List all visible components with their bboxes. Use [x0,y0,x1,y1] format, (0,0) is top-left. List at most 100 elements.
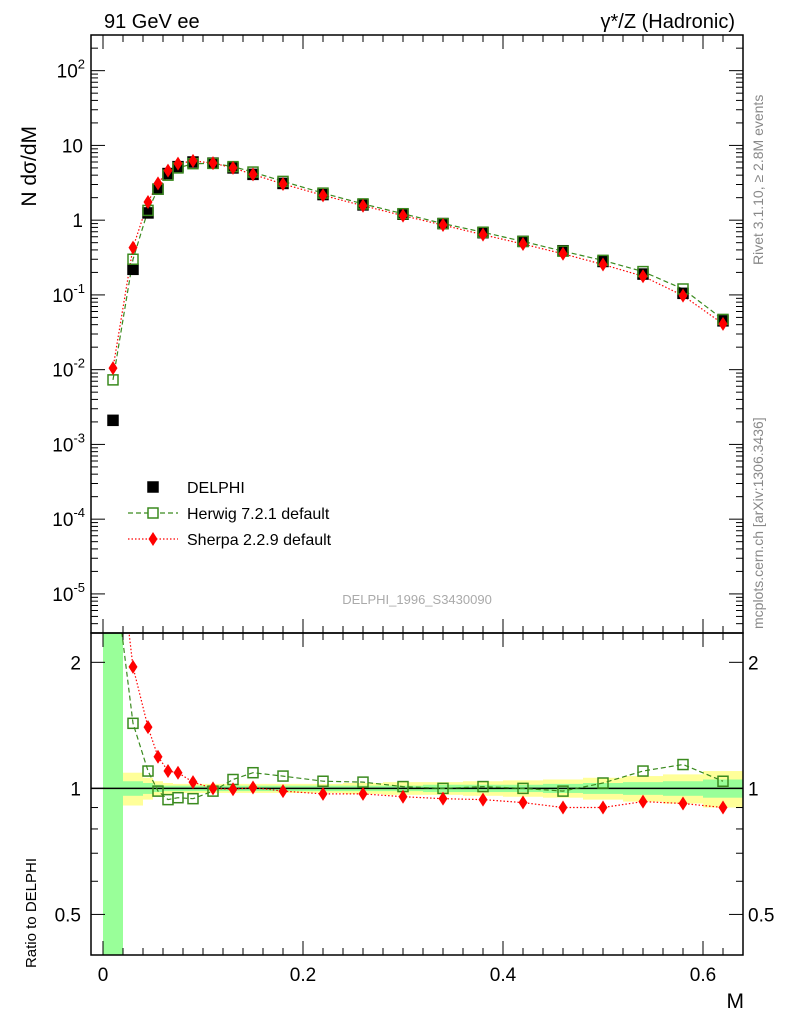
sherpa-point [318,188,328,203]
ratio-herwig-point [172,791,184,804]
sherpa-point [143,194,153,209]
ratio-herwig-point [142,765,154,777]
ratio-herwig-point [597,777,609,789]
ratio-herwig-point [187,792,199,805]
delphi-point [142,207,154,219]
ratio-sherpa-point [678,796,688,811]
legend-label: Herwig 7.2.1 default [187,506,330,523]
ratio-sherpa-point [438,791,448,806]
ratio-y-tick-label-right: 2 [748,653,759,674]
ratio-herwig-point [677,758,689,771]
x-tick-label: 0.2 [290,965,316,986]
ratio-sherpa-point [248,780,258,795]
sherpa-point [128,240,138,255]
sherpa-point [278,176,288,191]
ratio-sherpa-point [358,786,368,801]
main-y-tick-label: 10-5 [52,580,85,606]
ratio-sherpa-point [153,749,163,764]
main-y-tick-label: 1 [72,211,83,232]
main-series [107,153,729,427]
ratio-sherpa-point [163,764,173,779]
ratio-sherpa-point [558,800,568,815]
ratio-sherpa-point [208,781,218,796]
ratio-herwig-point [517,782,529,795]
sherpa-point [478,227,488,242]
rivet-info: Rivet 3.1.10, ≥ 2.8M events [750,95,766,265]
ratio-y-axis-label: Ratio to DELPHI [23,858,40,968]
legend-label: DELPHI [187,480,245,497]
ratio-sherpa-point [478,792,488,807]
watermark: DELPHI_1996_S3430090 [342,592,492,607]
ratio-y-tick-label: 2 [70,653,81,674]
legend-sherpa-marker [148,532,158,546]
sherpa-point [248,167,258,182]
main-y-tick-label: 10-4 [52,505,85,531]
ratio-herwig-point [717,775,729,787]
ratio-y-tick-label: 1 [70,779,81,800]
ratio-sherpa-line [128,633,724,809]
main-y-axis-label: N dσ/dM [18,126,41,207]
sherpa-point [718,316,728,331]
legend-herwig-marker [147,507,159,519]
sherpa-line [112,160,724,369]
main-y-tick-label: 10-1 [52,281,85,307]
ratio-herwig-point [317,775,329,787]
legend-delphi-marker [147,481,159,493]
ratio-herwig-point [152,785,164,797]
sherpa-point [228,160,238,175]
sherpa-point [173,156,183,171]
ratio-plot-frame [90,632,744,956]
ratio-herwig-point [557,785,569,797]
sherpa-point [108,361,118,376]
main-y-tick-label: 10 [62,136,83,157]
ratio-series [108,489,729,815]
ratio-sherpa-point [318,786,328,801]
ratio-y-tick-label-right: 1 [748,779,759,800]
legend: DELPHI Herwig 7.2.1 default Sherpa 2.2.9 d… [128,480,332,549]
ratio-herwig-point [277,770,289,782]
ratio-sherpa-point [718,800,728,815]
ratio-sherpa-point [518,795,528,810]
x-tick-label: 0.4 [490,965,517,986]
sherpa-point [558,246,568,261]
ratio-herwig-point [247,766,259,779]
sherpa-point [188,153,198,168]
sherpa-point [678,288,688,303]
sherpa-point [598,257,608,272]
ratio-sherpa-point [188,775,198,790]
ratio-herwig-point [108,556,118,566]
sherpa-point [358,198,368,213]
sherpa-point [438,218,448,233]
sherpa-point [518,236,528,251]
legend-label: Sherpa 2.2.9 default [187,532,332,549]
main-y-tick-label: 102 [57,57,85,83]
sherpa-point [398,208,408,223]
header-left: 91 GeV ee [104,11,200,33]
x-tick-label: 0 [98,965,109,986]
ratio-sherpa-point [143,720,153,735]
ratio-sherpa-point [278,784,288,799]
ratio-sherpa-point [128,659,138,674]
delphi-point [107,414,119,427]
ratio-error-bands [103,633,743,955]
main-y-tick-label: 10-2 [52,356,85,382]
x-axis-label: M [727,990,745,1013]
ratio-sherpa-point [398,789,408,804]
band-green [103,633,123,955]
header-right: γ*/Z (Hadronic) [601,11,735,33]
ratio-sherpa-point [638,794,648,809]
x-tick-label: 0.6 [690,965,716,986]
sherpa-point [153,176,163,191]
ratio-sherpa-point [598,800,608,815]
ratio-sherpa-point [109,489,118,503]
main-y-tick-label: 10-3 [52,430,85,456]
ratio-y-tick-label: 0.5 [55,905,81,926]
ratio-herwig-point [127,717,139,730]
sherpa-point [638,269,648,284]
ratio-herwig-point [637,765,649,777]
ratio-sherpa-point [228,782,238,797]
ratio-y-tick-label-right: 0.5 [748,905,774,926]
sherpa-point [163,163,173,178]
ratio-sherpa-point [173,765,183,780]
delphi-point [127,263,139,276]
